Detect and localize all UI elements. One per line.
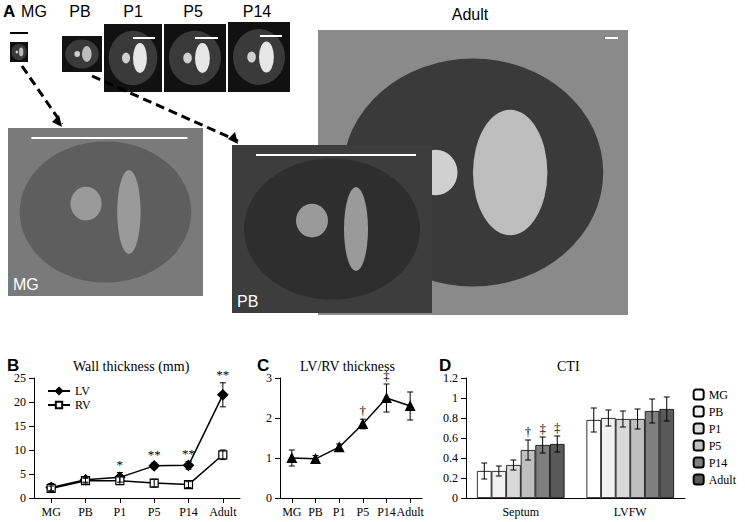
svg-text:P5: P5	[709, 439, 722, 453]
svg-text:PB: PB	[78, 505, 93, 519]
svg-text:P14: P14	[243, 3, 272, 20]
svg-text:C: C	[257, 356, 269, 375]
svg-text:D: D	[439, 356, 451, 375]
svg-text:†: †	[360, 403, 367, 418]
svg-text:0.2: 0.2	[443, 471, 458, 485]
svg-text:PB: PB	[709, 405, 724, 419]
svg-text:P14: P14	[179, 505, 198, 519]
svg-text:MG: MG	[282, 505, 302, 519]
svg-text:Adult: Adult	[209, 505, 237, 519]
svg-text:10: 10	[14, 443, 26, 457]
svg-text:0.4: 0.4	[443, 451, 458, 465]
svg-text:Adult: Adult	[709, 473, 737, 487]
svg-text:0: 0	[452, 491, 458, 505]
svg-text:*: *	[117, 457, 124, 472]
svg-text:5: 5	[20, 467, 26, 481]
svg-text:0.8: 0.8	[443, 411, 458, 425]
svg-text:0: 0	[266, 491, 272, 505]
svg-text:MG: MG	[13, 276, 39, 293]
svg-text:PB: PB	[237, 293, 258, 310]
svg-text:3: 3	[266, 371, 272, 385]
svg-text:MG: MG	[709, 388, 729, 402]
svg-text:PB: PB	[69, 3, 90, 20]
svg-text:B: B	[7, 356, 19, 375]
svg-text:LV: LV	[75, 384, 90, 398]
svg-text:A: A	[3, 2, 15, 21]
svg-text:LV/RV thickness: LV/RV thickness	[300, 359, 395, 374]
svg-text:25: 25	[14, 371, 26, 385]
svg-text:Septum: Septum	[502, 505, 539, 519]
svg-text:PB: PB	[308, 505, 323, 519]
svg-text:P5: P5	[183, 3, 203, 20]
svg-text:†: †	[525, 424, 532, 439]
svg-text:CTI: CTI	[557, 359, 580, 374]
svg-text:RV: RV	[75, 398, 91, 412]
svg-text:P1: P1	[333, 505, 346, 519]
svg-text:P1: P1	[123, 3, 143, 20]
svg-text:LVFW: LVFW	[614, 505, 648, 519]
svg-text:Adult: Adult	[452, 6, 489, 23]
svg-text:MG: MG	[21, 3, 47, 20]
svg-text:1: 1	[266, 451, 272, 465]
svg-text:P1: P1	[709, 422, 722, 436]
svg-text:1.2: 1.2	[443, 371, 458, 385]
svg-text:‡: ‡	[539, 421, 546, 436]
svg-text:Adult: Adult	[396, 505, 424, 519]
svg-text:MG: MG	[41, 505, 61, 519]
svg-text:1: 1	[452, 391, 458, 405]
svg-text:P5: P5	[356, 505, 369, 519]
svg-text:0: 0	[20, 491, 26, 505]
svg-text:2: 2	[266, 411, 272, 425]
svg-text:Wall thickness (mm): Wall thickness (mm)	[73, 359, 190, 375]
svg-text:0.6: 0.6	[443, 431, 458, 445]
svg-text:P5: P5	[148, 505, 161, 519]
svg-text:20: 20	[14, 395, 26, 409]
svg-text:‡: ‡	[554, 420, 561, 435]
svg-text:P14: P14	[709, 456, 728, 470]
svg-text:**: **	[148, 447, 161, 462]
svg-text:**: **	[182, 446, 195, 461]
svg-text:P14: P14	[377, 505, 396, 519]
svg-text:**: **	[216, 367, 229, 382]
svg-text:P1: P1	[113, 505, 126, 519]
svg-text:15: 15	[14, 419, 26, 433]
